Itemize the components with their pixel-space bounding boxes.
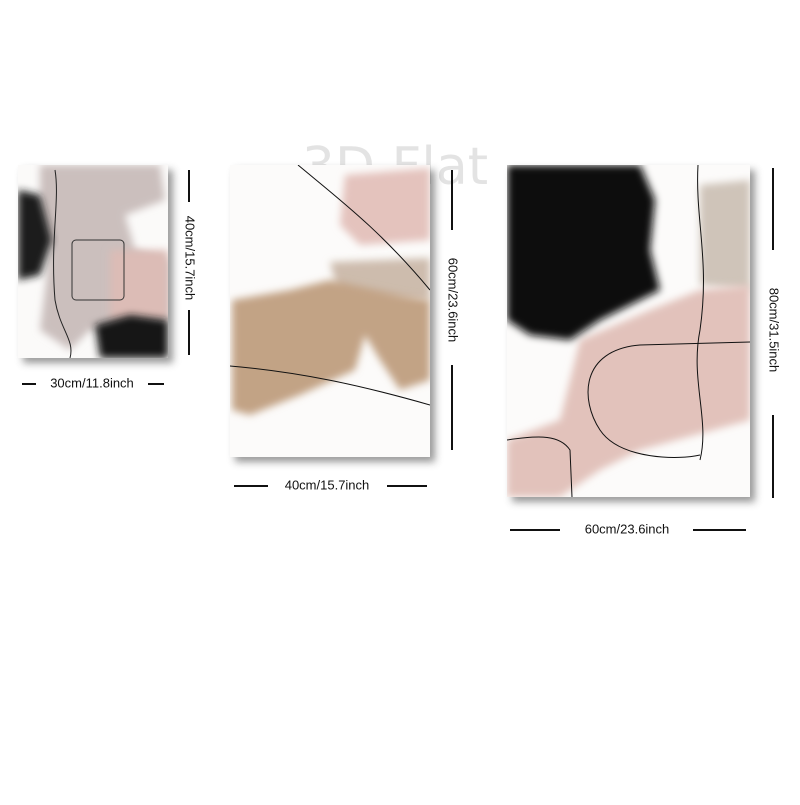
print-medium xyxy=(230,165,435,462)
width-label: 30cm/11.8inch xyxy=(50,375,134,390)
width-label: 60cm/23.6inch xyxy=(585,521,670,536)
width-label: 40cm/15.7inch xyxy=(285,477,370,492)
height-label: 40cm/15.7inch xyxy=(183,216,198,301)
print-large xyxy=(507,165,755,502)
height-label: 60cm/23.6inch xyxy=(446,258,461,343)
height-label: 80cm/31.5inch xyxy=(767,288,782,373)
print-small xyxy=(18,165,173,363)
